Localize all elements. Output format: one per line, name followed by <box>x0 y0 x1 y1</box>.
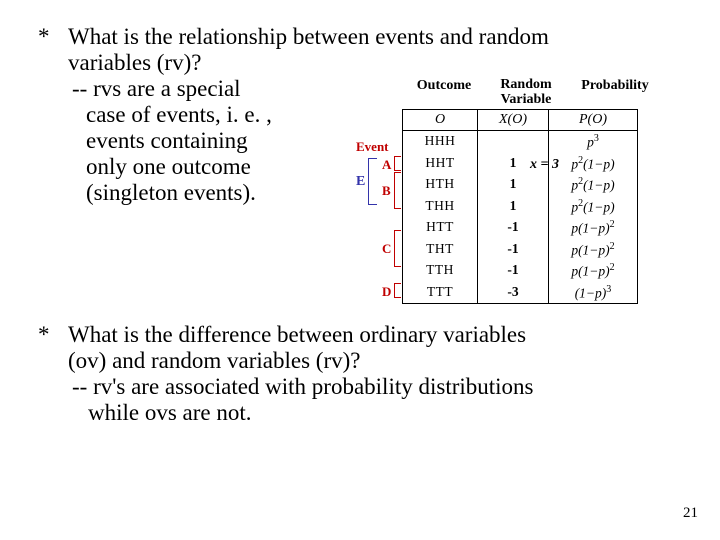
table-row: HTH1p2(1−p) <box>403 174 637 196</box>
bracket-a <box>394 156 401 171</box>
bracket-a-label: A <box>382 157 391 173</box>
table-row: HHT1p2(1−p) <box>403 153 637 175</box>
bracket-b-label: B <box>382 183 391 199</box>
table-row: HHHp3 <box>403 131 637 153</box>
x-equals-3: x = 3 <box>530 157 559 173</box>
bracket-d-label: D <box>382 284 391 300</box>
answer-line: -- rv's are associated with probability … <box>68 374 682 400</box>
answer-line: events containing <box>68 128 348 154</box>
answer-line: (singleton events). <box>68 180 348 206</box>
bullet-star: * <box>38 24 68 50</box>
bracket-c-label: C <box>382 241 391 257</box>
question-line: (ov) and random variables (rv)? <box>68 348 682 374</box>
sym-prob: P(O) <box>549 110 637 130</box>
bullet-item: * What is the relationship between event… <box>38 24 682 304</box>
outcome-table: O X(O) P(O) HHHp3HHT1p2(1−p)HTH1p2(1−p)T… <box>402 109 638 304</box>
bullet-star: * <box>38 322 68 348</box>
question-line: What is the difference between ordinary … <box>68 322 682 348</box>
bracket-d <box>394 283 401 298</box>
bullet-item: * What is the difference between ordinar… <box>38 322 682 426</box>
col-header-outcome: Outcome <box>402 76 486 109</box>
sym-outcome: O <box>403 110 478 130</box>
answer-line: -- rvs are a special <box>68 76 348 102</box>
answer-line: only one outcome <box>68 154 348 180</box>
table-row: TTT-3(1−p)3 <box>403 282 637 304</box>
e-label: E <box>356 174 365 190</box>
answer-line: while ovs are not. <box>68 400 682 426</box>
bracket-b <box>394 172 401 209</box>
table-row: THH1p2(1−p) <box>403 196 637 218</box>
answer-line: case of events, i. e. , <box>68 102 348 128</box>
table-row: TTH-1p(1−p)2 <box>403 260 637 282</box>
col-header-prob: Probability <box>566 76 664 109</box>
question-line: What is the relationship between events … <box>68 24 682 50</box>
page-number: 21 <box>683 505 698 522</box>
rv-table-figure: Outcome RandomVariable Probability O X(O… <box>348 76 682 304</box>
table-row: HTT-1p(1−p)2 <box>403 217 637 239</box>
sym-rv: X(O) <box>478 110 549 130</box>
question-line: variables (rv)? <box>68 50 682 76</box>
table-row: THT-1p(1−p)2 <box>403 239 637 261</box>
event-label: Event <box>356 139 389 155</box>
bracket-c <box>394 230 401 267</box>
col-header-rv: RandomVariable <box>486 76 566 109</box>
e-bracket <box>368 158 377 205</box>
